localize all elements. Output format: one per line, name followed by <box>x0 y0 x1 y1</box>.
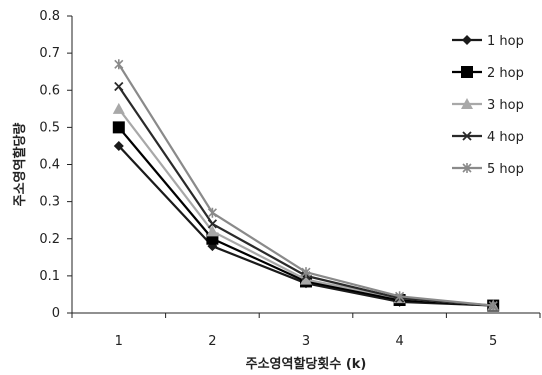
x-tick-label: 5 <box>489 334 497 349</box>
legend-marker <box>462 131 472 141</box>
legend-marker <box>462 163 472 173</box>
data-point <box>206 225 219 237</box>
y-tick-label: 0.2 <box>39 232 60 247</box>
legend: 1 hop 2 hop 3 hop 4 hop 5 hop <box>452 34 524 177</box>
legend-label: 3 hop <box>487 98 524 113</box>
data-point <box>207 219 218 229</box>
y-tick-label: 0 <box>52 306 60 321</box>
series-3-hop <box>112 102 500 311</box>
x-tick-label: 2 <box>208 334 216 349</box>
data-point <box>301 267 311 278</box>
y-tick-label: 0.4 <box>39 158 60 173</box>
series-5-hop <box>114 59 498 311</box>
y-tick-label: 0.5 <box>39 120 60 135</box>
x-tick-label: 3 <box>302 334 310 349</box>
legend-item-4-hop: 4 hop <box>452 130 524 145</box>
legend-marker <box>461 98 473 109</box>
x-tick-label: 1 <box>115 334 123 349</box>
data-point <box>112 102 125 114</box>
legend-label: 4 hop <box>487 130 524 145</box>
y-tick-label: 0.3 <box>39 195 60 210</box>
y-tick-label: 0.8 <box>39 9 60 24</box>
y-tick-label: 0.7 <box>39 46 60 61</box>
data-point <box>114 81 124 92</box>
data-point <box>300 273 312 285</box>
legend-item-3-hop: 3 hop <box>452 98 524 113</box>
x-axis-title: 주소영역할당횟수 (k) <box>246 356 367 371</box>
legend-item-1-hop: 1 hop <box>452 34 524 49</box>
series-group <box>112 59 500 312</box>
data-point <box>112 121 125 134</box>
y-tick-label: 0.6 <box>39 83 60 98</box>
data-point <box>207 207 217 218</box>
legend-item-5-hop: 5 hop <box>452 162 524 177</box>
x-tick-label: 4 <box>395 334 403 349</box>
y-tick-label: 0.1 <box>39 269 60 284</box>
legend-label: 5 hop <box>487 162 524 177</box>
data-point <box>114 59 124 70</box>
y-axis-title: 주소영역할당량 <box>12 123 28 207</box>
legend-item-2-hop: 2 hop <box>452 66 524 81</box>
axes: 0 0.1 0.2 0.3 0.4 0.5 0.6 0.7 0.8 1 2 3 4 5 <box>39 9 541 349</box>
data-point <box>395 291 405 302</box>
legend-marker <box>461 66 473 78</box>
legend-label: 2 hop <box>487 66 524 81</box>
legend-label: 1 hop <box>487 34 524 49</box>
data-point <box>488 300 498 311</box>
legend-marker <box>462 35 472 45</box>
data-point <box>113 140 124 151</box>
